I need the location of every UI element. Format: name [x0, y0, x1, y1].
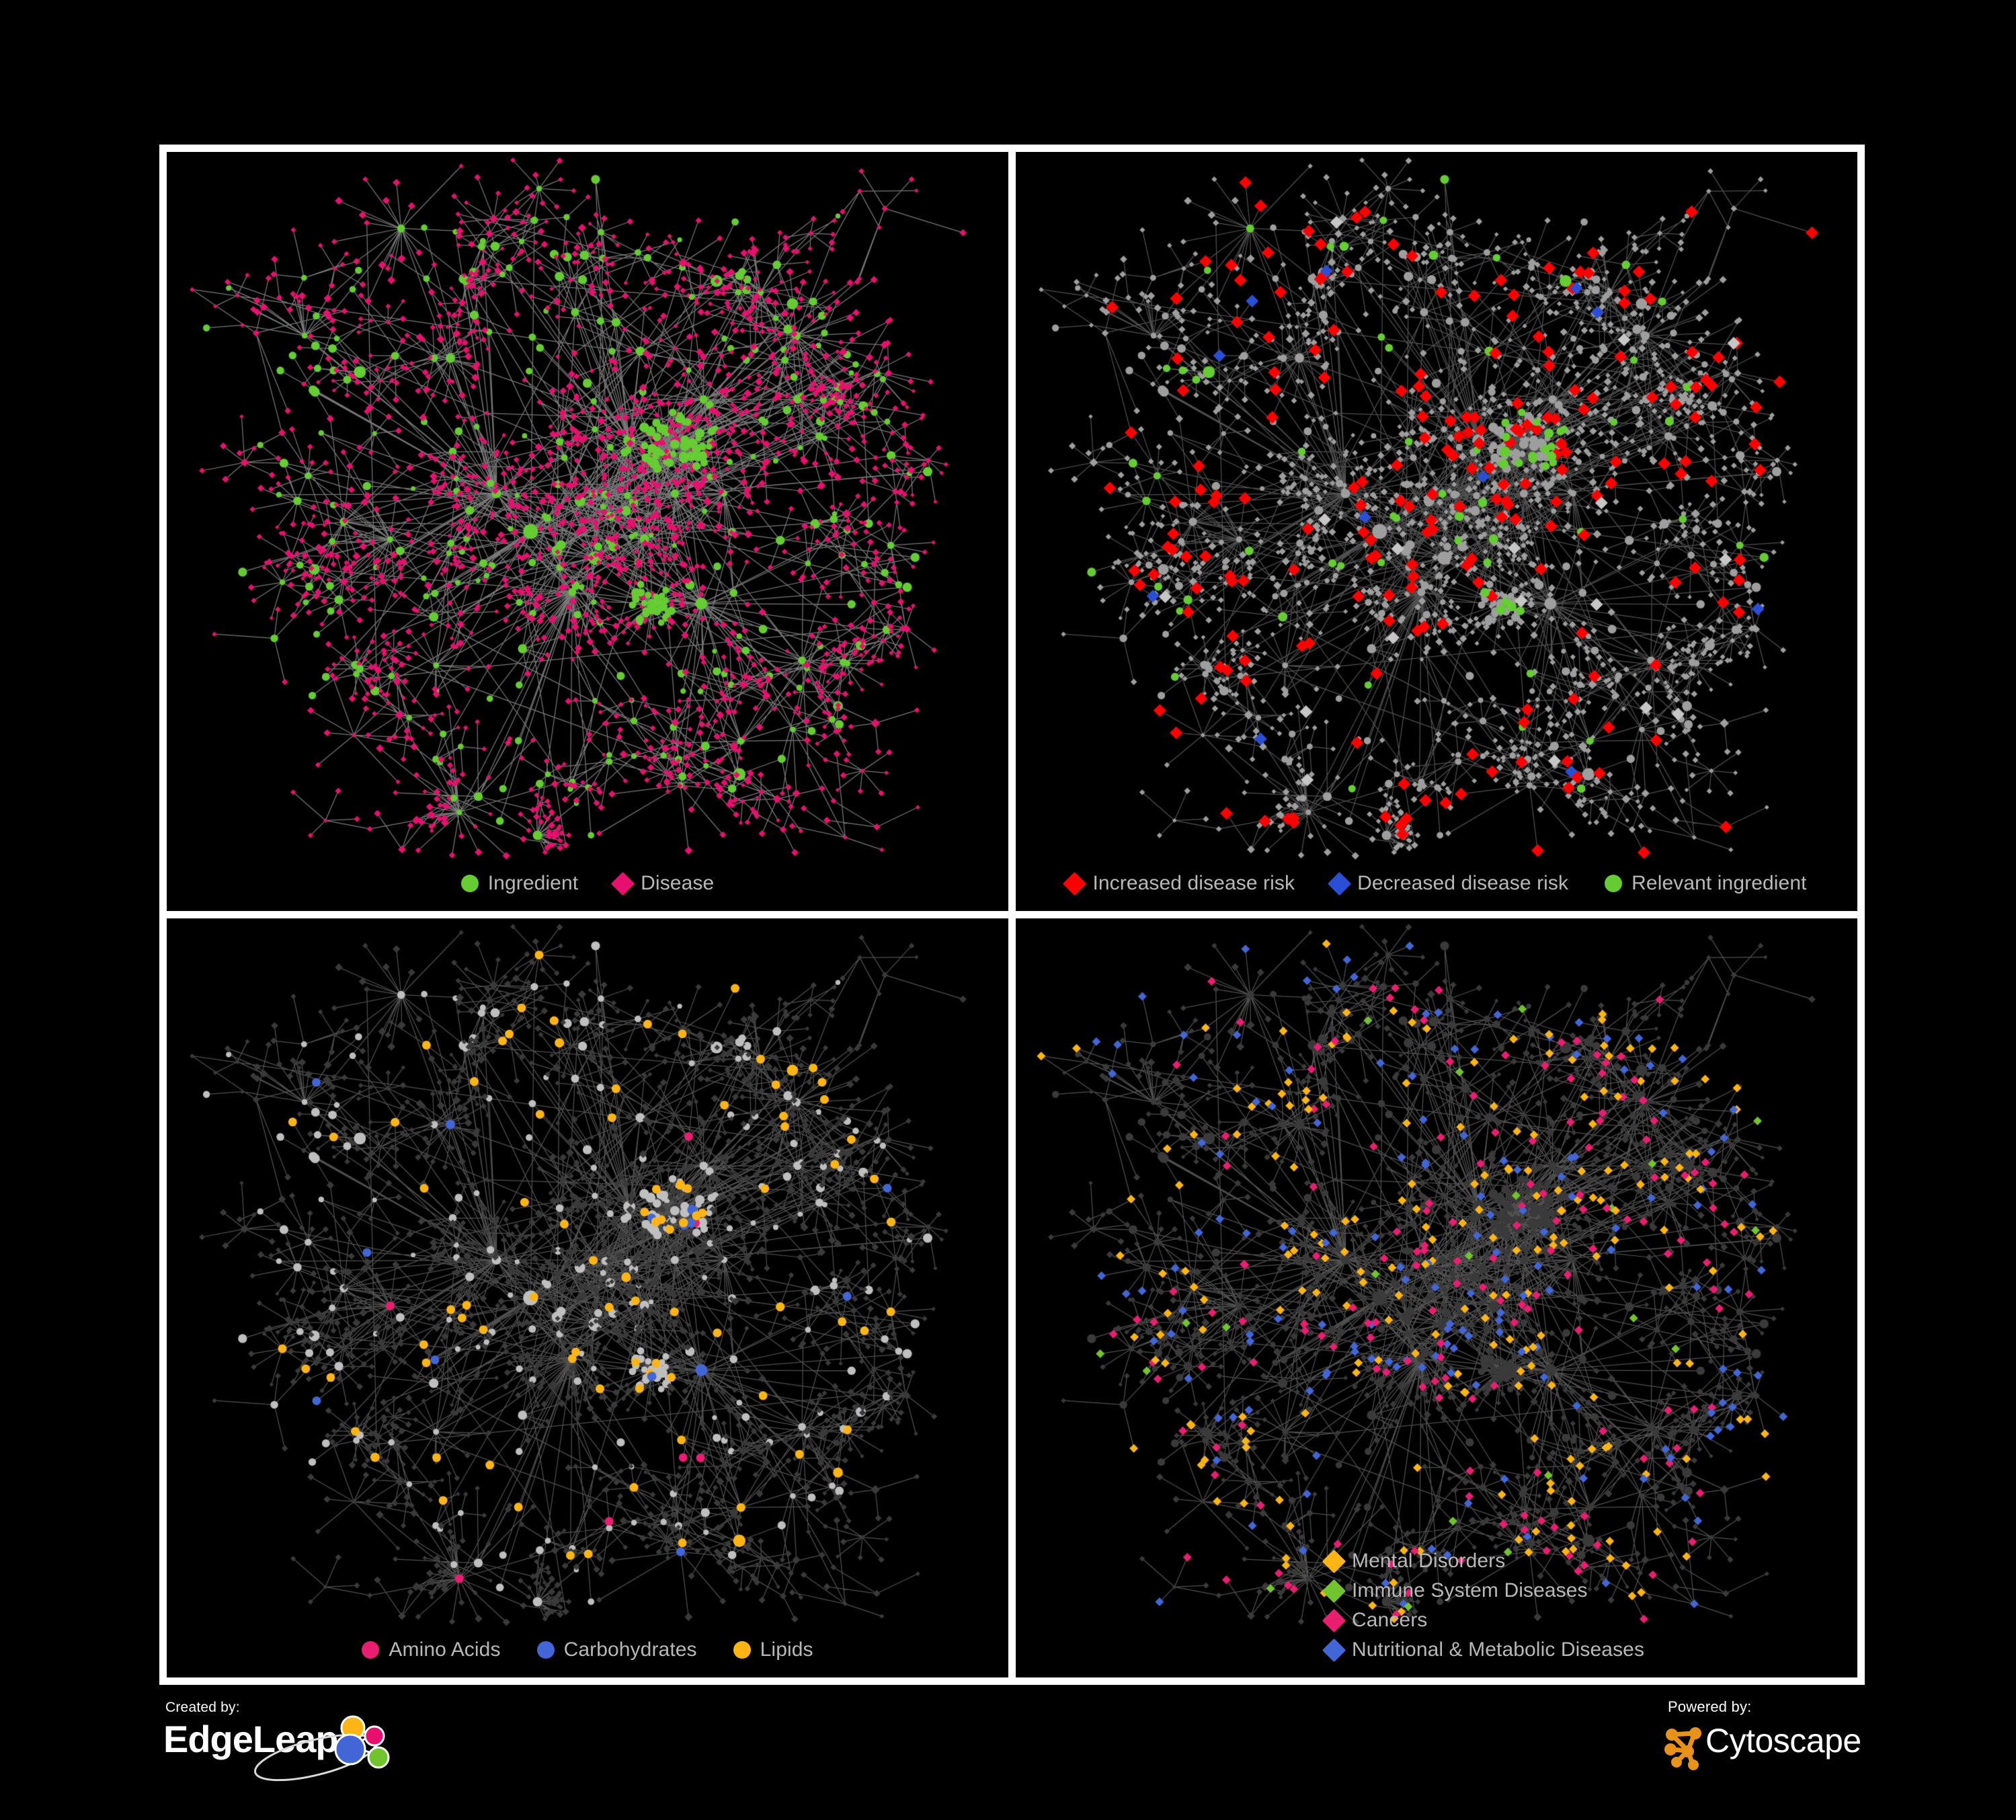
ingredient-circle-icon [460, 875, 479, 892]
legend-label-mental-disorders: Mental Disorders [1352, 1550, 1506, 1572]
legend-item-increased-risk: Increased disease risk [1063, 871, 1295, 896]
legend-ingredient-disease: Ingredient Disease [167, 871, 1008, 896]
legend-label-nutritional-metabolic-diseases: Nutritional & Metabolic Diseases [1352, 1638, 1645, 1661]
created-by-label: Created by: [165, 1700, 240, 1715]
legend-item-ingredient: Ingredient [460, 872, 579, 894]
legend-item-disease: Disease [610, 871, 715, 896]
legend-ingredient-classes: Amino Acids Carbohydrates Lipids [167, 1640, 1008, 1660]
relevant-ingredient-circle-icon [1605, 875, 1623, 892]
panel-disease-risk[interactable]: Increased disease risk Decreased disease… [1016, 152, 1857, 911]
legend-item-relevant-ingredient: Relevant ingredient [1605, 873, 1806, 894]
legend-label-ingredient: Ingredient [487, 872, 579, 894]
legend-label-relevant-ingredient: Relevant ingredient [1631, 872, 1807, 894]
cytoscape-brand[interactable]: Powered by: Cytoscape [1638, 1698, 1861, 1786]
panel-grid: Ingredient Disease Increased disease ris… [159, 145, 1865, 1685]
amino-acids-circle-icon [362, 1641, 380, 1659]
cytoscape-wordmark: Cytoscape [1705, 1722, 1861, 1759]
nutritional-metabolic-diamond-icon [1322, 1638, 1346, 1662]
legend-label-lipids: Lipids [760, 1638, 813, 1661]
network-canvas-disease-classes[interactable] [1016, 918, 1857, 1677]
edgeleap-brand[interactable]: Created by: EdgeLeap [163, 1700, 446, 1794]
network-canvas-ingredient-disease[interactable] [167, 152, 1008, 911]
legend-label-increased-risk: Increased disease risk [1092, 872, 1295, 894]
legend-disease-classes: Mental Disorders Immune System Diseases … [1226, 1549, 1647, 1662]
legend-item-carbohydrates: Carbohydrates [536, 1638, 697, 1661]
legend-label-decreased-risk: Decreased disease risk [1357, 872, 1569, 894]
carbohydrates-circle-icon [536, 1641, 555, 1659]
mental-disorders-diamond-icon [1322, 1549, 1346, 1573]
edgeleap-logo-icon [254, 1715, 390, 1782]
network-canvas-ingredient-classes[interactable] [167, 918, 1008, 1677]
panel-ingredient-classes[interactable]: Amino Acids Carbohydrates Lipids [167, 918, 1008, 1677]
immune-system-diamond-icon [1322, 1579, 1346, 1603]
decreased-risk-diamond-icon [1327, 871, 1352, 896]
legend-item-decreased-risk: Decreased disease risk [1327, 871, 1569, 896]
legend-label-disease: Disease [641, 872, 715, 894]
legend-item-mental-disorders: Mental Disorders [1322, 1549, 1547, 1573]
legend-disease-risk: Increased disease risk Decreased disease… [1016, 871, 1857, 896]
cancers-diamond-icon [1322, 1608, 1346, 1632]
panel-ingredient-disease[interactable]: Ingredient Disease [167, 152, 1008, 911]
legend-item-cancers: Cancers [1322, 1608, 1547, 1632]
legend-item-amino-acids: Amino Acids [362, 1640, 500, 1660]
legend-item-nutritional-metabolic-diseases: Nutritional & Metabolic Diseases [1322, 1638, 1644, 1662]
footer: Created by: EdgeLeap Powered by: Cytosca… [0, 1686, 2016, 1807]
legend-label-immune-system-diseases: Immune System Diseases [1352, 1579, 1588, 1601]
cytoscape-logo-icon [1664, 1727, 1701, 1770]
lipids-circle-icon [733, 1641, 751, 1659]
disease-diamond-icon [610, 871, 635, 896]
legend-label-carbohydrates: Carbohydrates [563, 1638, 697, 1661]
panel-disease-classes[interactable]: Mental Disorders Immune System Diseases … [1016, 918, 1857, 1677]
legend-item-immune-system-diseases: Immune System Diseases [1322, 1579, 1588, 1603]
legend-item-lipids: Lipids [733, 1640, 813, 1660]
powered-by-label: Powered by: [1668, 1698, 1752, 1715]
network-canvas-disease-risk[interactable] [1016, 152, 1857, 911]
edgeleap-wordmark: EdgeLeap [163, 1718, 339, 1760]
legend-label-cancers: Cancers [1352, 1609, 1428, 1631]
increased-risk-diamond-icon [1063, 871, 1087, 896]
legend-label-amino-acids: Amino Acids [389, 1638, 501, 1661]
